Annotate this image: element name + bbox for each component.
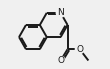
- Text: N: N: [57, 8, 64, 17]
- Circle shape: [56, 56, 65, 65]
- Text: O: O: [57, 56, 64, 65]
- Circle shape: [75, 45, 84, 54]
- Circle shape: [56, 8, 65, 17]
- Text: O: O: [76, 45, 83, 54]
